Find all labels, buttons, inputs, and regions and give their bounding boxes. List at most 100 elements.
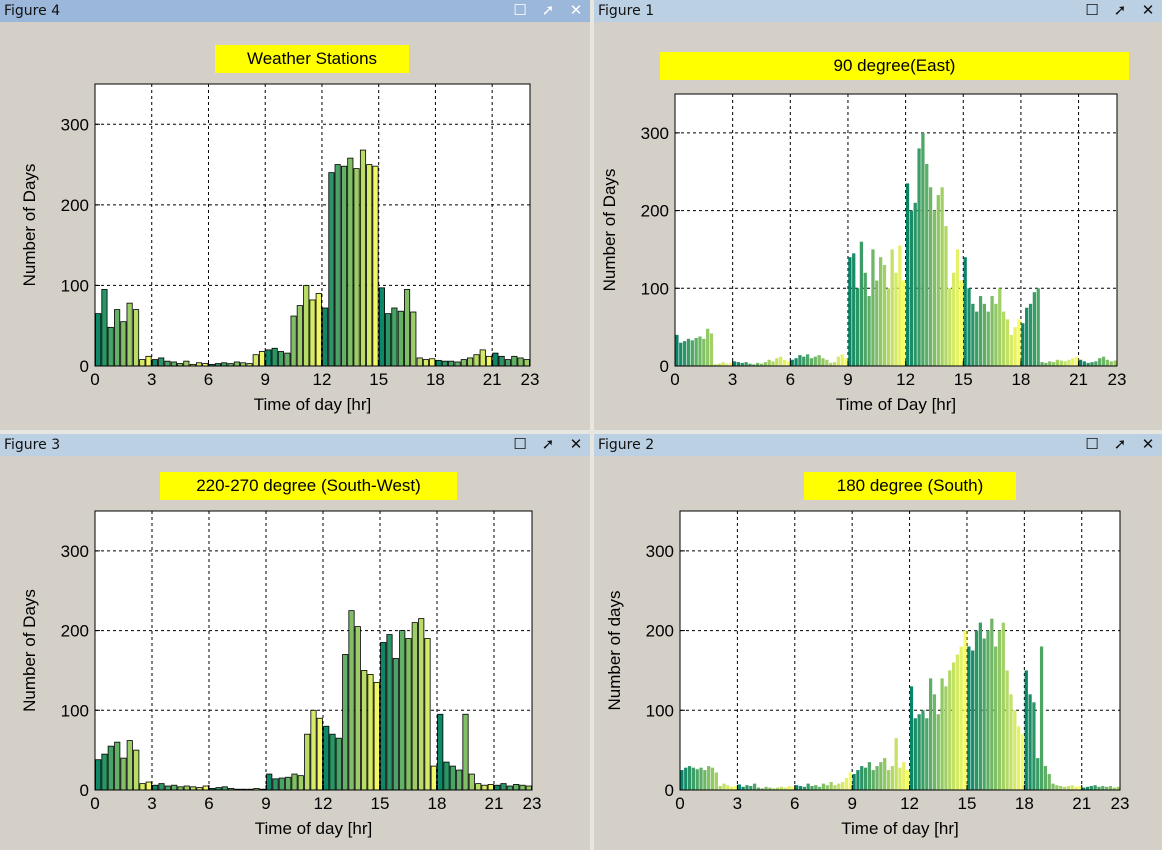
bar	[473, 354, 480, 367]
bar	[315, 293, 322, 367]
maximize-icon[interactable]: ☐	[513, 1, 527, 19]
bar	[932, 694, 937, 790]
bar	[1101, 786, 1105, 790]
undock-icon[interactable]: ➚	[1113, 435, 1127, 453]
bar	[1105, 359, 1110, 366]
bar	[1036, 288, 1040, 366]
bar	[844, 358, 848, 366]
x-tick-label: 12	[312, 370, 331, 389]
vertical-splitter[interactable]	[590, 0, 594, 850]
maximize-icon[interactable]: ☐	[1085, 435, 1099, 453]
bar	[736, 362, 741, 366]
y-tick-label: 300	[61, 542, 89, 561]
x-tick-label: 23	[521, 370, 540, 389]
window-titlebar[interactable]: Figure 3 ☐ ➚ ✕	[0, 434, 590, 456]
y-tick-label: 200	[61, 196, 89, 215]
bar	[848, 257, 852, 366]
bar	[151, 359, 159, 367]
bar	[902, 280, 906, 366]
bar	[1086, 362, 1090, 366]
x-tick-label: 0	[90, 370, 99, 389]
bar	[875, 766, 879, 790]
bar	[725, 363, 729, 366]
x-tick-label: 15	[957, 794, 976, 813]
bar	[429, 358, 436, 367]
bar	[978, 622, 982, 790]
x-tick-label: 6	[204, 794, 213, 813]
bar	[272, 778, 279, 791]
bar	[1082, 361, 1086, 366]
bar-chart: 0 3 6 9 12 15 18 21 23 0 100 200 300 Time of day [hr]…	[20, 510, 542, 838]
bar	[392, 658, 399, 791]
maximize-icon[interactable]: ☐	[1085, 1, 1099, 19]
bar	[687, 766, 692, 790]
bar	[878, 257, 883, 366]
bar	[120, 757, 127, 791]
bar	[856, 770, 860, 790]
bar	[285, 776, 292, 791]
window-titlebar[interactable]: Figure 4 ☐ ➚ ✕	[0, 0, 590, 22]
maximize-icon[interactable]: ☐	[513, 435, 527, 453]
bar	[707, 766, 711, 790]
bar	[730, 786, 734, 790]
bar	[500, 783, 507, 791]
bar	[519, 784, 526, 791]
bar	[855, 288, 860, 366]
chart-title: 220-270 degree (South-West)	[160, 472, 457, 500]
bar	[397, 310, 404, 367]
bar	[266, 773, 273, 791]
undock-icon[interactable]: ➚	[541, 435, 555, 453]
bar	[917, 148, 921, 366]
close-icon[interactable]: ✕	[569, 435, 583, 453]
bar	[955, 249, 960, 366]
bar	[1021, 323, 1025, 366]
close-icon[interactable]: ✕	[1141, 435, 1155, 453]
bar	[492, 352, 499, 367]
bar-chart: 0 3 6 9 12 15 18 21 23 0 100 200 300 Time of Day [hr]…	[600, 93, 1126, 414]
bar	[967, 646, 971, 790]
x-tick-label: 15	[369, 370, 388, 389]
bar	[921, 132, 925, 366]
bar	[975, 311, 979, 366]
bar	[145, 355, 152, 367]
bar	[404, 289, 411, 367]
bar	[732, 361, 737, 366]
bar	[342, 654, 349, 791]
bar	[990, 618, 994, 790]
undock-icon[interactable]: ➚	[1113, 1, 1127, 19]
bar	[277, 351, 284, 367]
bar	[768, 787, 772, 790]
bar	[686, 338, 691, 366]
window-titlebar[interactable]: Figure 1 ☐ ➚ ✕	[594, 0, 1162, 22]
x-tick-label: 23	[523, 794, 542, 813]
y-axis-label: Number of Days	[600, 169, 619, 292]
bar	[139, 783, 146, 791]
bar	[783, 787, 787, 790]
bar	[879, 762, 883, 790]
bar	[1025, 307, 1029, 366]
bar	[1113, 360, 1117, 366]
bar	[291, 773, 298, 791]
close-icon[interactable]: ✕	[1141, 1, 1155, 19]
horizontal-splitter[interactable]	[0, 430, 1162, 434]
bar	[936, 714, 940, 790]
bar	[494, 784, 501, 791]
x-axis-label: Time of day [hr]	[841, 819, 958, 838]
x-tick-label: 21	[483, 370, 502, 389]
bar	[940, 187, 944, 366]
bar	[171, 784, 178, 791]
close-icon[interactable]: ✕	[569, 1, 583, 19]
bar	[902, 762, 906, 790]
chart-title: 180 degree (South)	[804, 472, 1016, 500]
x-tick-label: 3	[728, 370, 737, 389]
undock-icon[interactable]: ➚	[541, 1, 555, 19]
figure-window-1: Figure 4 ☐ ➚ ✕ Weather Stations 0 3 6 9 12 15 18 21 2…	[0, 0, 590, 430]
window-title: Figure 3	[4, 437, 61, 453]
window-titlebar[interactable]: Figure 2 ☐ ➚ ✕	[594, 434, 1162, 456]
bar	[1028, 303, 1033, 366]
bar	[329, 733, 336, 791]
bar	[265, 349, 272, 367]
bar	[829, 782, 833, 790]
x-tick-label: 0	[90, 794, 99, 813]
bar	[821, 783, 826, 790]
